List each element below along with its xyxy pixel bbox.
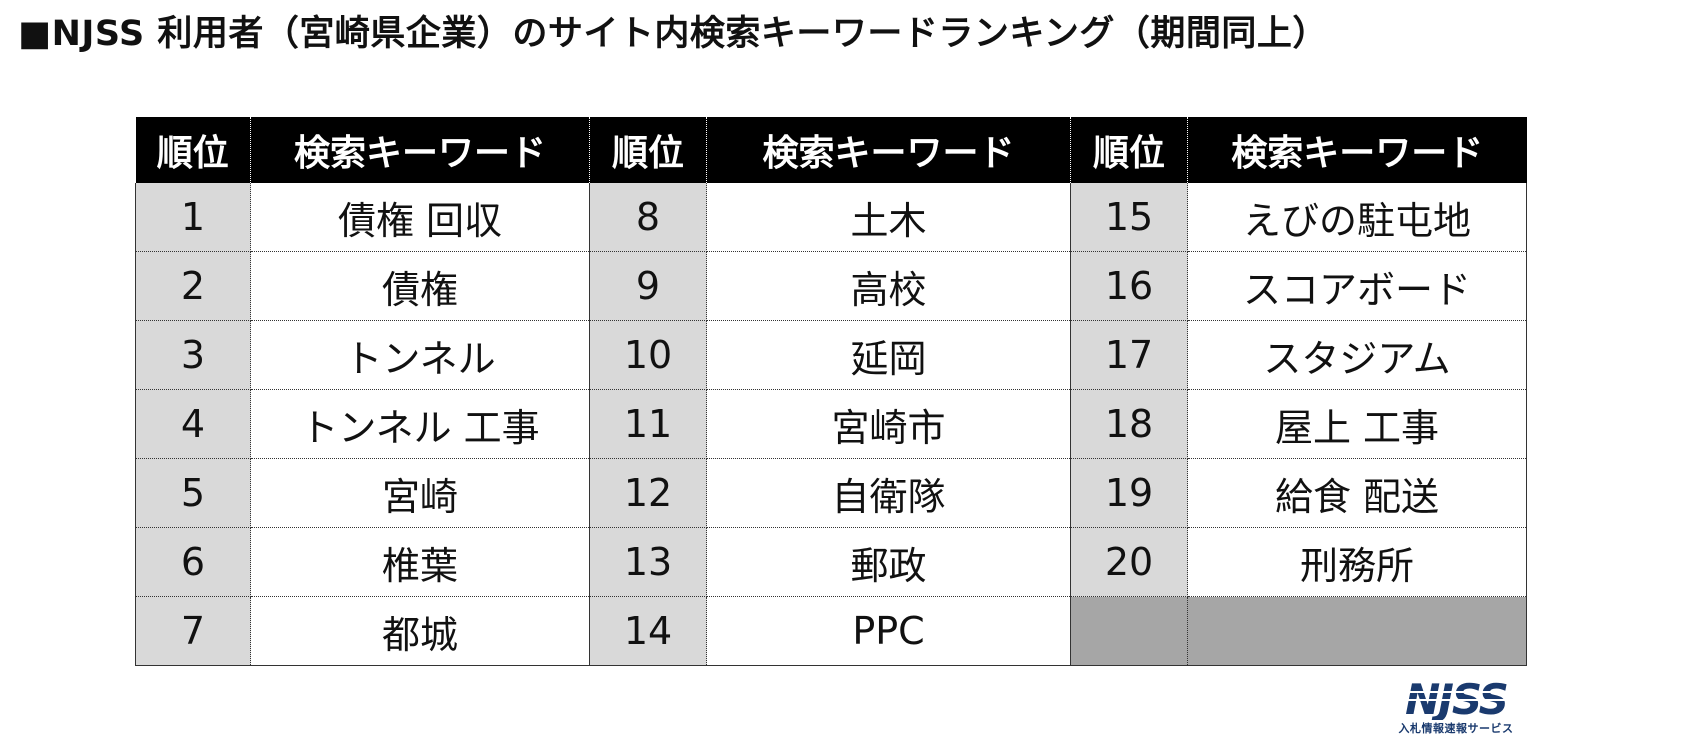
keyword-cell: 椎葉	[250, 527, 590, 597]
rank-cell: 15	[1070, 183, 1188, 252]
keyword-cell: 延岡	[706, 320, 1071, 390]
rank-cell: 20	[1070, 527, 1188, 597]
rank-cell: 13	[589, 527, 707, 597]
rank-cell: 6	[135, 527, 251, 597]
table-row: 3 トンネル 10 延岡 17 スタジアム	[135, 320, 1527, 390]
table-row: 5 宮崎 12 自衛隊 19 給食 配送	[135, 458, 1527, 528]
rank-cell: 10	[589, 320, 707, 390]
keyword-ranking-table: 順位 検索キーワード 順位 検索キーワード 順位 検索キーワード 1 債権 回収…	[135, 117, 1527, 666]
keyword-cell: 債権	[250, 251, 590, 321]
keyword-cell: 宮崎市	[706, 389, 1071, 459]
rank-cell: 14	[589, 596, 707, 666]
njss-logo-mark: NJSS	[1392, 676, 1520, 720]
header-keyword-1: 検索キーワード	[250, 117, 590, 183]
keyword-cell: PPC	[706, 596, 1071, 666]
keyword-cell: 宮崎	[250, 458, 590, 528]
rank-cell: 5	[135, 458, 251, 528]
keyword-cell: スタジアム	[1187, 320, 1527, 390]
rank-cell: 19	[1070, 458, 1188, 528]
table-row: 1 債権 回収 8 土木 15 えびの駐屯地	[135, 183, 1527, 252]
njss-logo-text: NJSS	[1405, 676, 1507, 720]
logo-subtitle: 入札情報速報サービス	[1398, 722, 1514, 735]
keyword-cell: 自衛隊	[706, 458, 1071, 528]
rank-cell: 12	[589, 458, 707, 528]
table-row: 7 都城 14 PPC	[135, 596, 1527, 666]
keyword-cell: 都城	[250, 596, 590, 666]
empty-rank-cell	[1070, 596, 1188, 666]
keyword-cell: 高校	[706, 251, 1071, 321]
table-header-row: 順位 検索キーワード 順位 検索キーワード 順位 検索キーワード	[135, 117, 1527, 183]
rank-cell: 9	[589, 251, 707, 321]
table-row: 4 トンネル 工事 11 宮崎市 18 屋上 工事	[135, 389, 1527, 459]
keyword-cell: 郵政	[706, 527, 1071, 597]
rank-cell: 3	[135, 320, 251, 390]
header-rank-3: 順位	[1070, 117, 1188, 183]
rank-cell: 2	[135, 251, 251, 321]
page-title: ■NJSS 利用者（宮崎県企業）のサイト内検索キーワードランキング（期間同上）	[18, 14, 1328, 54]
header-rank-1: 順位	[135, 117, 251, 183]
keyword-cell: 刑務所	[1187, 527, 1527, 597]
header-keyword-3: 検索キーワード	[1187, 117, 1527, 183]
keyword-cell: トンネル 工事	[250, 389, 590, 459]
keyword-cell: スコアボード	[1187, 251, 1527, 321]
table-row: 6 椎葉 13 郵政 20 刑務所	[135, 527, 1527, 597]
rank-cell: 11	[589, 389, 707, 459]
keyword-cell: トンネル	[250, 320, 590, 390]
keyword-cell: 屋上 工事	[1187, 389, 1527, 459]
rank-cell: 4	[135, 389, 251, 459]
header-rank-2: 順位	[589, 117, 707, 183]
header-keyword-2: 検索キーワード	[706, 117, 1071, 183]
njss-logo: NJSS 入札情報速報サービス	[1386, 676, 1526, 738]
keyword-cell: 債権 回収	[250, 183, 590, 252]
keyword-cell: 給食 配送	[1187, 458, 1527, 528]
empty-keyword-cell	[1187, 596, 1527, 666]
keyword-cell: 土木	[706, 183, 1071, 252]
rank-cell: 7	[135, 596, 251, 666]
rank-cell: 18	[1070, 389, 1188, 459]
rank-cell: 17	[1070, 320, 1188, 390]
rank-cell: 1	[135, 183, 251, 252]
table-row: 2 債権 9 高校 16 スコアボード	[135, 251, 1527, 321]
rank-cell: 16	[1070, 251, 1188, 321]
rank-cell: 8	[589, 183, 707, 252]
keyword-cell: えびの駐屯地	[1187, 183, 1527, 252]
